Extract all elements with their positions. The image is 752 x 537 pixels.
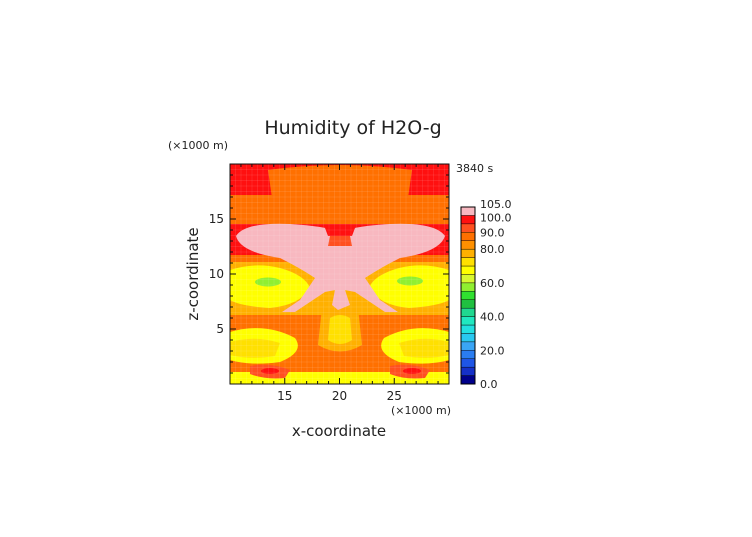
yellow-left-lobe bbox=[230, 265, 310, 308]
colorbar-tick-label: 60.0 bbox=[480, 277, 505, 290]
colorbar-tick-label: 105.0 bbox=[480, 198, 512, 211]
colorbar-segment bbox=[460, 223, 476, 233]
colorbar-segment bbox=[460, 324, 476, 334]
colorbar-segment bbox=[460, 265, 476, 275]
colorbar-segment bbox=[460, 358, 476, 368]
y-axis-label: z-coordinate bbox=[184, 227, 202, 320]
upper-orange-band bbox=[230, 195, 449, 224]
colorbar-segment bbox=[460, 240, 476, 250]
center-column-inner bbox=[328, 315, 352, 344]
bottom-orange-dots bbox=[250, 364, 430, 379]
y-unit-label: (×1000 m) bbox=[168, 139, 228, 152]
lower-light-orange-right bbox=[399, 338, 449, 358]
colorbar-segment bbox=[460, 215, 476, 225]
colorbar-segment bbox=[460, 291, 476, 300]
x-tick-label: 15 bbox=[277, 389, 292, 403]
colorbar-tick-label: 20.0 bbox=[480, 344, 505, 357]
pink-plume bbox=[236, 223, 445, 312]
top-orange-blob bbox=[268, 165, 412, 198]
colorbar-segment bbox=[460, 350, 476, 359]
x-tick-label: 25 bbox=[387, 389, 402, 403]
lower-light-orange-left bbox=[230, 338, 280, 358]
colorbar-tick-label: 80.0 bbox=[480, 243, 505, 256]
y-tick-label: 5 bbox=[216, 322, 224, 336]
colorbar-segment bbox=[460, 316, 476, 326]
y-ticks: 5 10 15 bbox=[209, 174, 449, 374]
green-left-spot bbox=[255, 277, 281, 287]
colorbar-segment bbox=[460, 341, 476, 351]
x-ticks: 15 20 25 bbox=[240, 164, 439, 403]
colorbar-segment bbox=[460, 375, 476, 385]
colorbar-segment bbox=[460, 232, 476, 241]
bottom-red-left bbox=[261, 368, 279, 374]
colorbar-tick-label: 0.0 bbox=[480, 378, 498, 391]
green-right-spot bbox=[397, 276, 423, 286]
plume-core bbox=[328, 236, 352, 246]
x-axis-label: x-coordinate bbox=[292, 422, 386, 440]
colorbar-segment bbox=[460, 248, 476, 258]
colorbar-segment bbox=[460, 206, 476, 216]
y-tick-label: 10 bbox=[209, 267, 224, 281]
plume-top bbox=[325, 228, 355, 236]
colorbar-segment bbox=[460, 333, 476, 343]
bottom-red-right bbox=[403, 368, 421, 374]
y-tick-label: 15 bbox=[209, 212, 224, 226]
yellow-right-lobe bbox=[369, 265, 449, 308]
colorbar-tick-label: 100.0 bbox=[480, 211, 512, 224]
heatmap-field bbox=[230, 164, 449, 384]
cell-grid bbox=[230, 164, 449, 384]
colorbar-segment bbox=[460, 282, 476, 292]
colorbar-frame bbox=[460, 206, 476, 385]
time-label: 3840 s bbox=[456, 162, 493, 175]
chart-title: Humidity of H2O-g bbox=[264, 117, 441, 139]
colorbar-segment bbox=[460, 366, 476, 376]
colorbar-segment bbox=[460, 307, 476, 317]
colorbar-tick-label: 90.0 bbox=[480, 226, 505, 239]
x-unit-label: (×1000 m) bbox=[391, 404, 451, 417]
colorbar-segment bbox=[460, 299, 476, 309]
x-tick-label: 20 bbox=[332, 389, 347, 403]
colorbar bbox=[460, 206, 476, 385]
colorbar-tick-label: 40.0 bbox=[480, 311, 505, 324]
colorbar-segment bbox=[460, 274, 476, 284]
colorbar-segment bbox=[460, 257, 476, 267]
